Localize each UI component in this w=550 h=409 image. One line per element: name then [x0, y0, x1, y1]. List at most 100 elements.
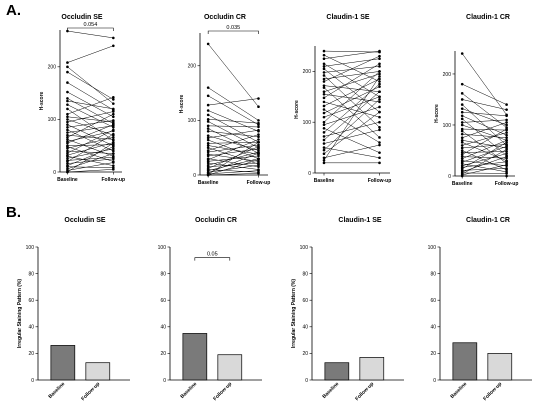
baseline-point — [66, 162, 69, 165]
x-tick-label: Follow-up — [247, 180, 271, 186]
followup-point — [505, 155, 508, 158]
paired-line — [67, 120, 114, 128]
followup-point — [505, 108, 508, 111]
followup-point — [112, 112, 115, 116]
chart-8: Claudin-1 CR 0 20 40 60 80 100 Baseline Follow-u… — [428, 217, 532, 402]
paired-line — [462, 124, 507, 141]
paired-line — [323, 94, 380, 103]
x-tick-label: Follow-up — [482, 381, 503, 402]
followup-point — [257, 128, 260, 132]
baseline-point — [322, 138, 326, 142]
baseline-point — [322, 148, 326, 152]
y-tick-label: 0 — [163, 378, 166, 384]
paired-line — [208, 145, 259, 155]
baseline-point — [322, 152, 326, 155]
baseline-point — [66, 154, 69, 158]
followup-point — [378, 70, 381, 73]
paired-line — [323, 50, 380, 59]
y-tick-label: 60 — [28, 298, 34, 304]
p-value-label: 0.05 — [207, 252, 218, 258]
baseline-point — [322, 80, 326, 83]
x-tick-label: Baseline — [314, 178, 335, 184]
followup-point — [378, 49, 381, 53]
paired-line — [323, 78, 380, 107]
followup-point — [112, 141, 115, 145]
baseline-point — [322, 142, 326, 145]
paired-line — [67, 45, 114, 63]
chart-3: Claudin-1 SE 0 100 200 H-score Baseline Follow… — [294, 14, 391, 184]
chart-title: Claudin-1 SE — [338, 217, 382, 224]
paired-line — [462, 153, 507, 167]
baseline-point — [460, 52, 464, 55]
paired-line — [208, 162, 259, 168]
baseline-point — [460, 117, 464, 121]
x-tick-label: Baseline — [452, 181, 473, 187]
baseline-point — [66, 120, 69, 124]
baseline-point — [322, 111, 326, 115]
x-tick-label: Follow-up — [80, 381, 101, 402]
baseline-point — [206, 161, 210, 165]
baseline-point — [66, 118, 69, 121]
baseline-point — [206, 142, 210, 145]
x-tick-label: Baseline — [179, 381, 198, 400]
followup-point — [505, 114, 508, 118]
followup-point — [505, 163, 508, 167]
paired-line — [208, 152, 259, 174]
x-tick-label: Baseline — [57, 177, 78, 183]
baseline-point — [460, 103, 464, 106]
y-tick-label: 20 — [28, 351, 34, 357]
y-axis-label: H-score — [434, 104, 440, 123]
followup-point — [378, 141, 381, 144]
followup-point — [378, 128, 381, 132]
baseline-point — [460, 82, 464, 86]
baseline-point — [66, 131, 69, 134]
followup-point — [112, 132, 115, 136]
paired-line — [323, 71, 380, 123]
paired-line — [462, 128, 507, 155]
baseline-point — [322, 100, 326, 104]
baseline-bar — [50, 345, 76, 381]
followup-point — [378, 161, 381, 165]
y-tick-label: 200 — [303, 69, 312, 75]
y-tick-label: 100 — [303, 120, 312, 126]
paired-line — [67, 150, 114, 154]
baseline-point — [322, 135, 326, 138]
paired-line — [208, 87, 259, 121]
paired-line — [67, 100, 114, 110]
y-tick-label: 80 — [302, 271, 308, 277]
x-tick-label: Baseline — [449, 381, 468, 400]
paired-line — [462, 115, 507, 136]
baseline-point — [66, 133, 69, 137]
baseline-point — [460, 149, 464, 152]
significance-bracket — [207, 30, 259, 34]
followup-point — [378, 57, 381, 60]
x-tick-label: Follow-up — [354, 381, 375, 402]
baseline-point — [460, 153, 464, 156]
baseline-point — [66, 141, 69, 145]
followup-point — [257, 172, 260, 175]
baseline-point — [206, 120, 210, 123]
chart-title: Claudin-1 CR — [466, 217, 510, 224]
paired-line — [323, 129, 380, 144]
baseline-point — [66, 128, 69, 132]
followup-bar — [487, 353, 513, 381]
baseline-point — [206, 144, 210, 147]
y-tick-label: 60 — [160, 298, 166, 304]
paired-line — [323, 76, 380, 161]
paired-line — [462, 111, 507, 117]
paired-line — [462, 151, 507, 153]
followup-point — [112, 145, 115, 149]
paired-line — [208, 147, 259, 165]
y-tick-label: 0 — [305, 378, 308, 384]
paired-line — [67, 66, 114, 104]
followup-point — [257, 158, 260, 162]
chart-4: Claudin-1 CR 0 100 200 H-score Baseline Follow… — [434, 14, 518, 187]
followup-point — [378, 80, 381, 83]
followup-point — [505, 118, 508, 122]
y-tick-label: 20 — [302, 351, 308, 357]
followup-point — [378, 82, 381, 86]
followup-point — [378, 100, 381, 104]
paired-line — [208, 173, 259, 176]
paired-line — [462, 163, 507, 173]
